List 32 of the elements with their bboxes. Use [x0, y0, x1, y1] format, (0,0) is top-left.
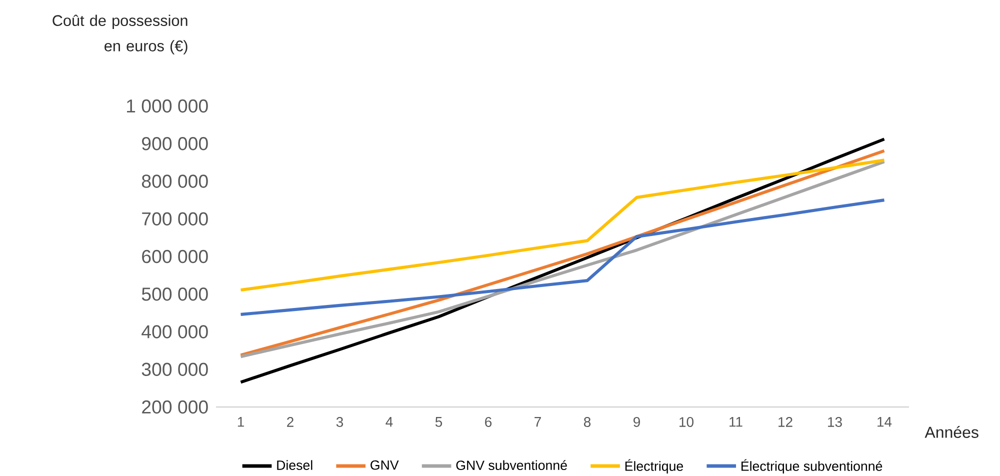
x-axis-title: Années	[924, 426, 978, 438]
y-tick-label: 900 000	[142, 137, 208, 150]
x-tick-label: 1	[238, 417, 244, 427]
legend-label: Électrique	[625, 459, 684, 474]
x-tick-label: 10	[680, 417, 694, 427]
x-tick-label: 3	[336, 417, 344, 427]
line-series	[239, 198, 886, 316]
x-tick-label: 14	[878, 417, 892, 427]
y-tick-label: 200 000	[142, 400, 208, 414]
x-tick-label: 7	[534, 417, 541, 427]
y-tick-label: 400 000	[142, 325, 208, 338]
legend-label: GNV	[370, 460, 399, 470]
legend-label: Diesel	[277, 460, 312, 470]
y-tick-label: 500 000	[142, 288, 208, 301]
y-tick-label: 700 000	[142, 212, 208, 226]
y-tick-label: 600 000	[142, 250, 208, 264]
x-tick-label: 11	[730, 417, 742, 427]
x-tick-label: 12	[778, 417, 792, 427]
legend-label: Électrique subventionné	[742, 459, 882, 474]
y-tick-label: 300 000	[142, 362, 208, 376]
x-tick-label: 2	[287, 417, 294, 427]
y-tick-label: 1 000 000	[127, 99, 208, 113]
legend-label: GNV subventionné	[456, 460, 567, 470]
line-series	[239, 158, 886, 292]
x-tick-label: 5	[435, 417, 442, 427]
x-tick-label: 4	[386, 417, 393, 427]
y-axis-title: Coût de possession en euros (€)	[52, 14, 188, 54]
x-tick-label: 9	[634, 417, 640, 427]
x-tick-label: 8	[584, 417, 591, 427]
x-tick-label: 13	[828, 417, 842, 427]
x-tick-label: 6	[485, 417, 492, 427]
y-tick-label: 800 000	[142, 174, 208, 188]
